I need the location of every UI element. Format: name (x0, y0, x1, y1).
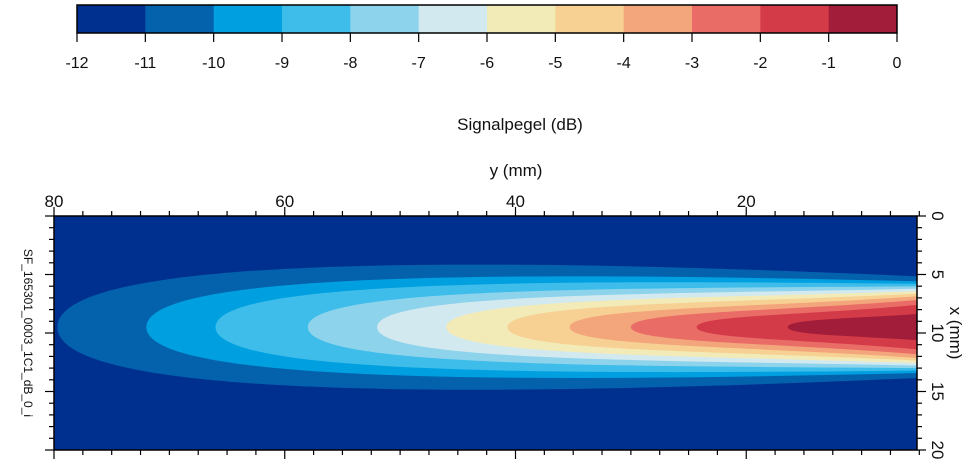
colorbar-swatch (692, 5, 761, 33)
top-axis-tick-label: 60 (275, 192, 294, 211)
right-axis-tick-label: 15 (928, 382, 947, 401)
colorbar-swatch (213, 5, 283, 33)
colorbar-tick-label: -9 (275, 55, 289, 72)
right-axis-tick-label: 5 (928, 270, 947, 279)
colorbar-swatch (623, 5, 693, 33)
right-axis-tick-label: 20 (928, 441, 947, 460)
colorbar-label: Signalpegel (dB) (457, 115, 583, 134)
colorbar-swatch (282, 5, 351, 33)
colorbar-tick-label: -8 (343, 55, 357, 72)
colorbar-tick-label: -6 (480, 55, 494, 72)
colorbar-tick-label: -12 (65, 55, 88, 72)
colorbar-tick-label: -4 (617, 55, 631, 72)
colorbar-swatch (828, 5, 898, 33)
colorbar-tick-label: -10 (202, 55, 225, 72)
colorbar-tick-label: -3 (685, 55, 699, 72)
colorbar-swatch (418, 5, 488, 33)
right-axis-tick-label: 0 (928, 211, 947, 220)
colorbar-tick-label: -5 (548, 55, 562, 72)
right-axis-tick-label: 10 (928, 324, 947, 343)
colorbar-swatch (145, 5, 215, 33)
x-axis-label: y (mm) (490, 161, 543, 180)
colorbar-tick-label: 0 (893, 55, 902, 72)
contour-level-1 (787, 313, 917, 341)
colorbar-swatch (760, 5, 830, 33)
colorbar: -12 -11 -10 -9 -8 -7 -6 -5 -4 -3 -2 -1 0 (65, 4, 902, 72)
colorbar-swatch (77, 5, 146, 33)
colorbar-swatch (555, 5, 625, 33)
colorbar-swatch (487, 5, 556, 33)
side-label: SF_165301_0003_1C1_dB_0_i (21, 249, 35, 417)
colorbar-tick-label: -11 (134, 55, 156, 72)
axes: 80 60 40 20 0 5 10 15 20 (45, 192, 947, 459)
colorbar-tick-label: -2 (753, 55, 767, 72)
y-axis-label: x (mm) (946, 307, 965, 360)
top-axis-tick-label: 20 (737, 192, 756, 211)
top-axis-tick-label: 80 (45, 192, 64, 211)
plot-area (54, 216, 917, 450)
top-axis-tick-label: 40 (506, 192, 525, 211)
colorbar-swatch (350, 5, 420, 33)
colorbar-tick-label: -1 (822, 55, 836, 72)
colorbar-tick-label: -7 (412, 55, 426, 72)
